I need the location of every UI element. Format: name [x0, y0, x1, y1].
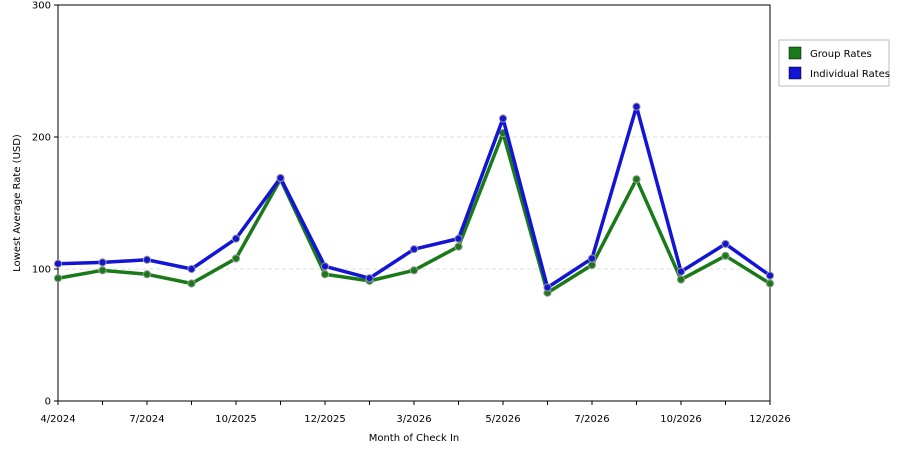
data-point-individual-rates: [543, 283, 552, 292]
series-line-individual-rates: [56, 104, 772, 290]
x-tick-label: 12/2026: [749, 414, 791, 425]
data-point-individual-rates: [409, 245, 419, 254]
series-group: [53, 102, 775, 297]
x-tick-label: 10/2025: [215, 414, 257, 425]
x-tick-label: 3/2026: [396, 414, 431, 425]
data-point-individual-rates: [231, 234, 241, 243]
data-point-individual-rates: [98, 258, 107, 267]
legend-swatch-group-rates: [788, 46, 802, 60]
data-point-group-rates: [454, 242, 463, 251]
legend-label-individual-rates: Individual Rates: [810, 69, 890, 80]
data-point-group-rates: [721, 251, 730, 260]
legend-swatch-individual-rates: [788, 66, 802, 80]
data-point-individual-rates: [53, 259, 63, 268]
x-axis-title: Month of Check In: [369, 433, 460, 444]
data-point-individual-rates: [632, 102, 641, 111]
x-tick-label: 10/2026: [660, 414, 702, 425]
data-point-individual-rates: [676, 267, 686, 276]
y-tick-label: 200: [32, 133, 51, 144]
data-point-group-rates: [409, 266, 419, 275]
x-tick-label: 12/2025: [304, 414, 346, 425]
data-point-group-rates: [320, 270, 330, 279]
y-axis: 0 100 200 300: [32, 1, 58, 408]
legend-label-group-rates: Group Rates: [810, 49, 872, 60]
data-point-group-rates: [231, 254, 241, 263]
data-point-group-rates: [676, 275, 686, 284]
data-point-individual-rates: [498, 114, 508, 123]
legend: Group Rates Individual Rates: [778, 39, 890, 87]
y-axis-title: Lowest Average Rate (USD): [12, 134, 23, 272]
data-point-group-rates: [53, 274, 63, 283]
data-point-individual-rates: [187, 264, 196, 274]
x-tick-label: 5/2026: [485, 414, 520, 425]
data-point-individual-rates: [587, 254, 597, 263]
x-tick-label: 7/2024: [129, 414, 164, 425]
x-axis: 4/2024 7/2024 10/2025 12/2025 3/2026 5/2026 7/…: [40, 401, 791, 425]
data-point-individual-rates: [142, 255, 152, 264]
data-point-group-rates: [187, 279, 196, 288]
y-tick-label: 300: [32, 1, 51, 12]
data-point-group-rates: [142, 270, 152, 279]
data-point-individual-rates: [454, 234, 463, 243]
y-tick-label: 0: [45, 397, 51, 408]
data-point-group-rates: [98, 266, 107, 275]
data-point-individual-rates: [365, 274, 374, 283]
data-point-group-rates: [765, 279, 775, 288]
x-tick-label: 7/2026: [574, 414, 609, 425]
data-point-group-rates: [632, 175, 641, 184]
y-tick-label: 100: [32, 265, 51, 276]
data-point-individual-rates: [320, 262, 330, 271]
x-tick-label: 4/2024: [40, 414, 75, 425]
data-point-individual-rates: [721, 239, 730, 249]
data-point-individual-rates: [765, 271, 775, 280]
data-point-individual-rates: [276, 173, 285, 183]
